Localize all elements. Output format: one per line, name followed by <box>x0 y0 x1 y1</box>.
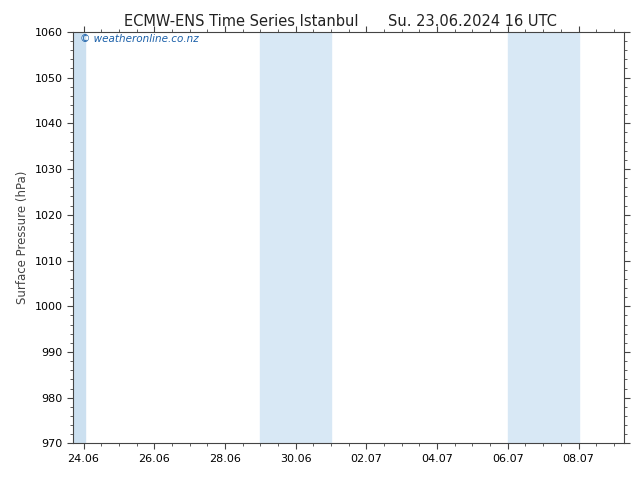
Bar <box>508 32 578 443</box>
Bar <box>73 32 86 443</box>
Bar <box>261 32 331 443</box>
Text: ECMW-ENS Time Series Istanbul: ECMW-ENS Time Series Istanbul <box>124 14 358 29</box>
Text: © weatheronline.co.nz: © weatheronline.co.nz <box>80 34 198 44</box>
Y-axis label: Surface Pressure (hPa): Surface Pressure (hPa) <box>16 171 29 304</box>
Text: Su. 23.06.2024 16 UTC: Su. 23.06.2024 16 UTC <box>388 14 557 29</box>
